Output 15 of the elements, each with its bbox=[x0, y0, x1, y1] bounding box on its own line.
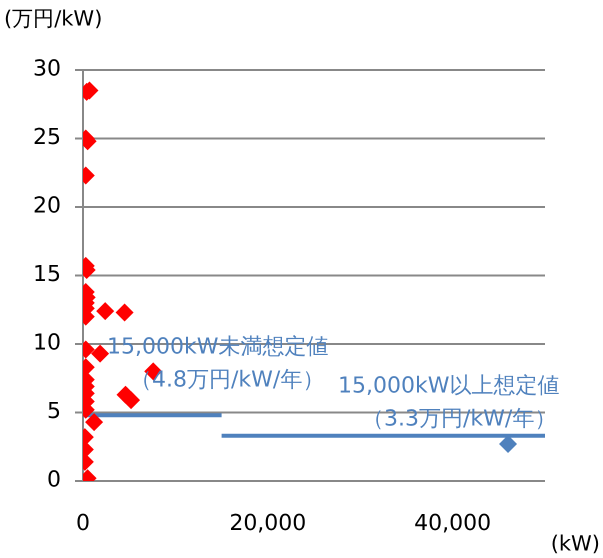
annotation: （4.8万円/kW/年） bbox=[130, 368, 324, 393]
y-tick-label: 25 bbox=[33, 125, 61, 150]
y-tick-label: 15 bbox=[33, 262, 61, 288]
x-axis-title: (kW) bbox=[550, 531, 600, 556]
x-tick-label: 20,000 bbox=[229, 510, 306, 536]
y-tick-label: 10 bbox=[33, 330, 61, 356]
y-tick-label: 30 bbox=[33, 56, 61, 82]
annotation: 15,000kW以上想定値 bbox=[338, 374, 560, 399]
y-tick-label: 0 bbox=[47, 468, 61, 493]
x-tick-label: 40,000 bbox=[414, 510, 492, 536]
y-axis-title: (万円/kW) bbox=[4, 6, 102, 30]
y-tick-label: 5 bbox=[47, 399, 61, 424]
annotation: （3.3万円/kW/年） bbox=[362, 406, 556, 432]
y-tick-label: 20 bbox=[33, 194, 61, 219]
x-tick-label: 0 bbox=[76, 510, 90, 536]
